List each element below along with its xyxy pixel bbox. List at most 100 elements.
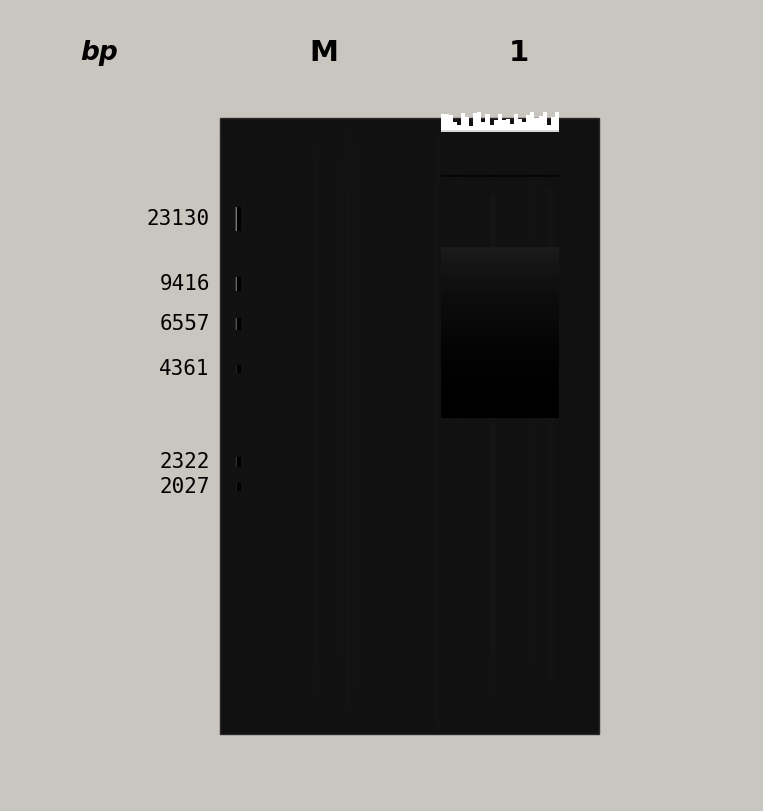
Bar	[237, 483, 240, 491]
Bar	[441, 298, 559, 306]
Bar	[236, 483, 240, 491]
Bar	[441, 129, 559, 131]
Bar	[235, 207, 239, 231]
Bar	[237, 457, 241, 467]
Bar	[522, 122, 526, 130]
Bar	[235, 457, 238, 467]
Bar	[237, 483, 240, 491]
Bar	[237, 318, 241, 331]
Bar	[441, 174, 559, 176]
Bar	[235, 457, 239, 467]
Bar	[235, 365, 239, 373]
Bar	[441, 174, 559, 176]
Bar	[461, 137, 465, 719]
Bar	[237, 277, 240, 291]
Bar	[235, 483, 239, 491]
Bar	[235, 277, 239, 291]
Bar	[236, 277, 240, 291]
Text: 6557: 6557	[159, 315, 210, 334]
Bar	[235, 277, 238, 291]
Bar	[441, 174, 559, 177]
Bar	[237, 483, 240, 491]
Bar	[237, 277, 240, 291]
Bar	[237, 457, 240, 467]
Bar	[441, 281, 559, 289]
Bar	[236, 365, 240, 373]
Bar	[236, 365, 240, 373]
Bar	[237, 365, 240, 373]
Bar	[441, 130, 559, 131]
Bar	[510, 124, 514, 130]
Bar	[237, 457, 241, 467]
Bar	[235, 207, 239, 231]
Bar	[236, 277, 240, 291]
Text: bp: bp	[80, 40, 118, 66]
Bar	[340, 132, 345, 722]
Bar	[237, 277, 241, 291]
Bar	[441, 129, 559, 131]
Bar	[441, 130, 559, 131]
Bar	[441, 174, 559, 177]
Bar	[236, 318, 239, 331]
Bar	[235, 457, 239, 467]
Bar	[441, 174, 559, 176]
Bar	[441, 337, 559, 345]
Bar	[441, 129, 559, 131]
Bar	[455, 181, 457, 654]
Bar	[237, 207, 241, 231]
Bar	[235, 207, 239, 231]
Bar	[237, 365, 240, 373]
Bar	[231, 161, 237, 663]
Bar	[314, 158, 320, 697]
Bar	[235, 207, 239, 231]
Bar	[311, 180, 316, 702]
Bar	[235, 318, 239, 331]
Bar	[410, 169, 414, 663]
Bar	[237, 318, 241, 331]
Bar	[235, 318, 239, 331]
Bar	[237, 457, 240, 467]
Text: 2322: 2322	[159, 453, 210, 472]
Bar	[351, 136, 358, 692]
Bar	[441, 175, 559, 177]
Bar	[441, 174, 559, 177]
Bar	[441, 174, 559, 176]
Bar	[441, 275, 559, 283]
Bar	[334, 161, 337, 656]
Bar	[237, 365, 241, 373]
Bar	[343, 182, 349, 702]
Bar	[237, 207, 241, 231]
Bar	[237, 483, 240, 491]
Bar	[546, 188, 549, 669]
Bar	[236, 207, 240, 231]
Bar	[236, 365, 240, 373]
Bar	[236, 207, 240, 231]
Bar	[441, 129, 559, 131]
Bar	[441, 174, 559, 176]
Bar	[237, 318, 241, 331]
Bar	[237, 457, 240, 467]
Bar	[441, 174, 559, 176]
Bar	[237, 207, 241, 231]
Bar	[237, 277, 240, 291]
Bar	[237, 207, 240, 231]
Bar	[441, 174, 559, 176]
Bar	[237, 318, 240, 331]
Bar	[441, 174, 559, 177]
Bar	[236, 207, 240, 231]
Bar	[237, 365, 240, 373]
Bar	[237, 318, 240, 331]
Bar	[441, 130, 559, 131]
Bar	[434, 183, 437, 722]
Bar	[237, 457, 240, 467]
Bar	[441, 174, 559, 177]
Bar	[236, 318, 240, 331]
Bar	[237, 457, 240, 467]
Bar	[236, 483, 240, 491]
Bar	[441, 129, 559, 131]
Bar	[441, 130, 559, 131]
Bar	[441, 130, 559, 131]
Bar	[567, 191, 571, 724]
Bar	[491, 122, 495, 653]
Bar	[237, 483, 240, 491]
